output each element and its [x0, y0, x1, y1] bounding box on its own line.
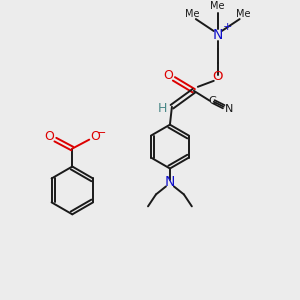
Text: N: N: [213, 28, 223, 42]
Text: O: O: [44, 130, 54, 143]
Text: Me: Me: [184, 9, 199, 19]
Text: H: H: [157, 102, 167, 115]
Text: N: N: [165, 176, 175, 190]
Text: C: C: [208, 96, 216, 106]
Text: Me: Me: [211, 1, 225, 11]
Text: O: O: [212, 70, 223, 83]
Text: Me: Me: [236, 9, 251, 19]
Text: O: O: [163, 69, 173, 82]
Text: N: N: [224, 104, 233, 114]
Text: +: +: [223, 22, 232, 32]
Text: −: −: [97, 128, 106, 138]
Text: O: O: [90, 130, 100, 143]
